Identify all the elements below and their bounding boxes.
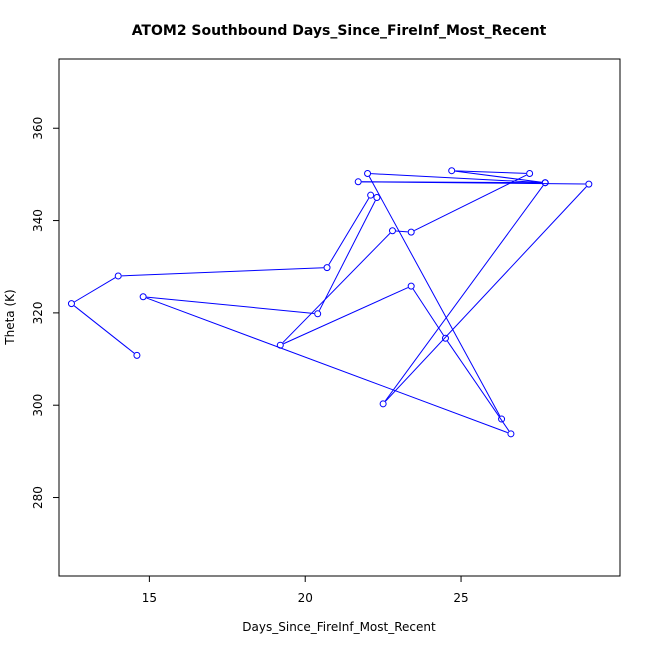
y-tick-label: 280 [31, 486, 45, 509]
y-tick-label: 340 [31, 209, 45, 232]
data-point [364, 169, 372, 177]
series-line-segment [283, 287, 409, 345]
series-line-segment [282, 232, 391, 344]
series-line-segment [414, 174, 527, 231]
data-point [507, 430, 515, 438]
series-line-segment [328, 197, 370, 265]
data-point [407, 228, 415, 236]
data-point [314, 310, 322, 318]
series-line-segment [368, 176, 501, 417]
series-line-segment [395, 230, 408, 233]
data-point [323, 264, 331, 272]
data-point [373, 193, 381, 201]
x-axis: 15 20 25 [142, 576, 469, 605]
data-point [388, 227, 396, 235]
data-point [354, 178, 362, 186]
data-point [139, 293, 147, 301]
data-point [526, 169, 534, 177]
series-line-segment [146, 297, 508, 434]
series-line-segment [73, 305, 135, 354]
y-axis-label: Theta (K) [3, 289, 17, 345]
y-tick-label: 360 [31, 117, 45, 140]
data-point [448, 167, 456, 175]
series-layer [67, 167, 593, 438]
series-line-segment [455, 170, 527, 174]
data-point [585, 180, 593, 188]
y-tick-label: 300 [31, 394, 45, 417]
data-point [541, 179, 549, 187]
series-line-segment [121, 267, 324, 277]
data-point [367, 191, 375, 199]
data-point [114, 272, 122, 280]
series-line-segment [455, 170, 542, 183]
series-line-segment [146, 296, 315, 314]
y-tick-label: 320 [31, 301, 45, 324]
data-point [276, 341, 284, 349]
chart-title: ATOM2 Southbound Days_Since_FireInf_Most… [132, 23, 547, 39]
series-line-segment [384, 185, 544, 402]
plot-frame [58, 58, 621, 577]
x-tick-label: 20 [298, 591, 313, 605]
series-line-segment [371, 173, 542, 184]
x-axis-label: Days_Since_FireInf_Most_Recent [242, 620, 436, 634]
data-point [133, 351, 141, 359]
series-line-segment [385, 186, 587, 402]
data-point [379, 400, 387, 408]
y-axis: 280 300 320 340 360 [31, 117, 59, 509]
series-line-segment [447, 340, 510, 432]
data-point [441, 334, 449, 342]
data-point [67, 300, 75, 308]
series-line-segment [318, 200, 376, 311]
data-point [407, 282, 415, 290]
data-point [498, 415, 506, 423]
x-tick-label: 25 [453, 591, 468, 605]
series-line-segment [74, 277, 116, 303]
x-tick-label: 15 [142, 591, 157, 605]
